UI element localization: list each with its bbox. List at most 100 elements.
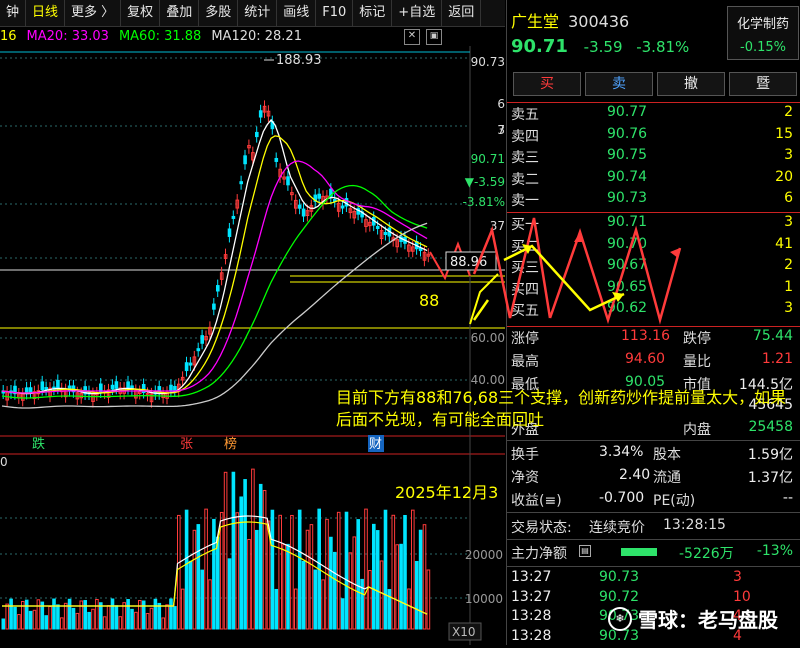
quote-panel: 广生堂 300436 90.71 -3.59 -3.81% 化学制药 -0.15…	[506, 0, 800, 645]
vol-ratio-label: 量比	[683, 354, 711, 370]
candle-body	[340, 205, 345, 209]
ask-row[interactable]: 卖五 90.77 2	[507, 104, 800, 124]
volume-bar	[114, 605, 119, 630]
toolbar-item-4[interactable]: 叠加	[160, 0, 200, 26]
main-flow-label: 主力净额	[511, 546, 567, 562]
candle-body	[212, 303, 216, 310]
ask-label: 卖四	[511, 128, 539, 145]
candle-body	[317, 193, 321, 199]
ma60-value: MA60: 31.88	[118, 28, 202, 44]
volume-bar	[266, 520, 271, 630]
volume-bar	[387, 589, 392, 630]
ask-row[interactable]: 卖三 90.75 3	[507, 147, 800, 167]
toolbar-item-3[interactable]: 复权	[121, 0, 161, 26]
volume-bar	[270, 509, 275, 630]
info-icon[interactable]: ▤	[579, 545, 591, 557]
toolbar-item-5[interactable]: 多股	[199, 0, 239, 26]
price-axis-label: 40.00	[471, 373, 505, 387]
candle-body	[180, 376, 185, 381]
candle-body	[305, 210, 310, 216]
kline-chart[interactable]: 188.93 90.73 6 7 90.71 ▼-3.59 -3.81% 37 60.00 40…	[0, 46, 505, 645]
toolbar-item-8[interactable]: F10	[316, 0, 354, 26]
tick-volume: 4	[733, 627, 742, 644]
candle-body	[364, 219, 368, 227]
volume-bar	[321, 579, 325, 630]
candle-body	[407, 244, 411, 252]
volume-bar	[258, 483, 263, 630]
volume-marker: 0	[0, 455, 8, 469]
support-88-label: 88	[419, 291, 440, 310]
limit-down-label: 跌停	[683, 331, 711, 347]
ask-row[interactable]: 卖四 90.76 15	[507, 126, 800, 146]
candle-body	[352, 210, 357, 219]
ask-price: 90.76	[607, 125, 648, 142]
volume-bar	[227, 558, 232, 630]
volume-bar	[149, 607, 154, 630]
ask-row[interactable]: 卖一 90.73 6	[507, 190, 800, 210]
toolbar-item-7[interactable]: 画线	[277, 0, 317, 26]
ask-row[interactable]: 卖二 90.74 20	[507, 169, 800, 189]
bid-row[interactable]: 买三 90.67 2	[507, 257, 800, 277]
candle-body	[247, 145, 251, 149]
bid-volume: 2	[784, 257, 793, 273]
chart-toolbar: 钟日线 更多 〉复权 叠加 多股 统计 画线 F10 标记 +自选 返回	[0, 0, 505, 27]
bid-price: 90.70	[607, 235, 648, 252]
bid-volume: 3	[784, 214, 793, 230]
bid-row[interactable]: 买五 90.62 3	[507, 300, 800, 320]
main-flow-value: -5226万	[679, 546, 734, 562]
volume-bar	[165, 604, 169, 630]
expand-icon[interactable]: ▣	[426, 29, 442, 45]
bid-row[interactable]: 买四 90.65 1	[507, 279, 800, 299]
candle-body	[200, 335, 204, 344]
candle-body	[422, 251, 427, 261]
stats-row-high: 最高 94.60 量比 1.21	[507, 351, 800, 371]
sell-button[interactable]: 卖	[585, 72, 653, 96]
volume-bar	[399, 543, 403, 630]
volume-bar	[414, 560, 419, 630]
ma-line-1	[1, 135, 428, 394]
sector-badge[interactable]: 化学制药 -0.15%	[727, 6, 799, 60]
volume-bar	[403, 514, 407, 630]
volume-bar	[200, 569, 204, 630]
volume-bar	[333, 551, 337, 630]
toolbar-item-10[interactable]: +自选	[392, 0, 443, 26]
volume-bar	[180, 588, 185, 630]
buy-button[interactable]: 买	[513, 72, 581, 96]
toolbar-item-1[interactable]: 日线	[26, 0, 66, 26]
candle-body	[223, 254, 228, 259]
volume-bar	[21, 600, 25, 630]
volume-bar	[71, 607, 76, 630]
volume-bar	[13, 606, 17, 630]
outer-label: 外盘	[511, 422, 539, 438]
volume-bar	[134, 611, 138, 630]
high-price-label: 188.93	[276, 53, 322, 68]
ask-volume: 2	[784, 104, 793, 120]
volume-bar	[188, 560, 193, 630]
candle-body	[426, 253, 431, 257]
sector-change: -0.15%	[740, 40, 786, 55]
cancel-order-button[interactable]: 撤	[657, 72, 725, 96]
moving-average-lines	[1, 118, 428, 409]
alert-button[interactable]: 暨	[729, 72, 797, 96]
trade-status-label: 交易状态:	[511, 520, 572, 536]
candle-body	[286, 176, 290, 186]
toolbar-item-6[interactable]: 统计	[238, 0, 278, 26]
candle-body	[262, 105, 267, 113]
inner-label: 内盘	[683, 422, 711, 438]
candle-body	[149, 393, 154, 403]
volume-axis-10000: 10000	[465, 592, 503, 606]
ask-label: 卖一	[511, 193, 539, 209]
ma-line-0	[1, 118, 428, 395]
toolbar-item-2[interactable]: 更多 〉	[65, 0, 122, 26]
volume-bar	[173, 606, 177, 630]
volume-bar	[239, 496, 243, 630]
toolbar-item-9[interactable]: 标记	[353, 0, 393, 26]
volume-bar	[395, 544, 399, 630]
toolbar-item-11[interactable]: 返回	[442, 0, 482, 26]
bid-price: 90.67	[607, 257, 648, 273]
close-icon[interactable]: ✕	[404, 29, 420, 45]
trade-status-row: 交易状态: 连续竞价 13:28:15	[507, 517, 800, 537]
tick-time: 13:28	[511, 627, 552, 644]
toolbar-item-0[interactable]: 钟	[0, 0, 27, 26]
